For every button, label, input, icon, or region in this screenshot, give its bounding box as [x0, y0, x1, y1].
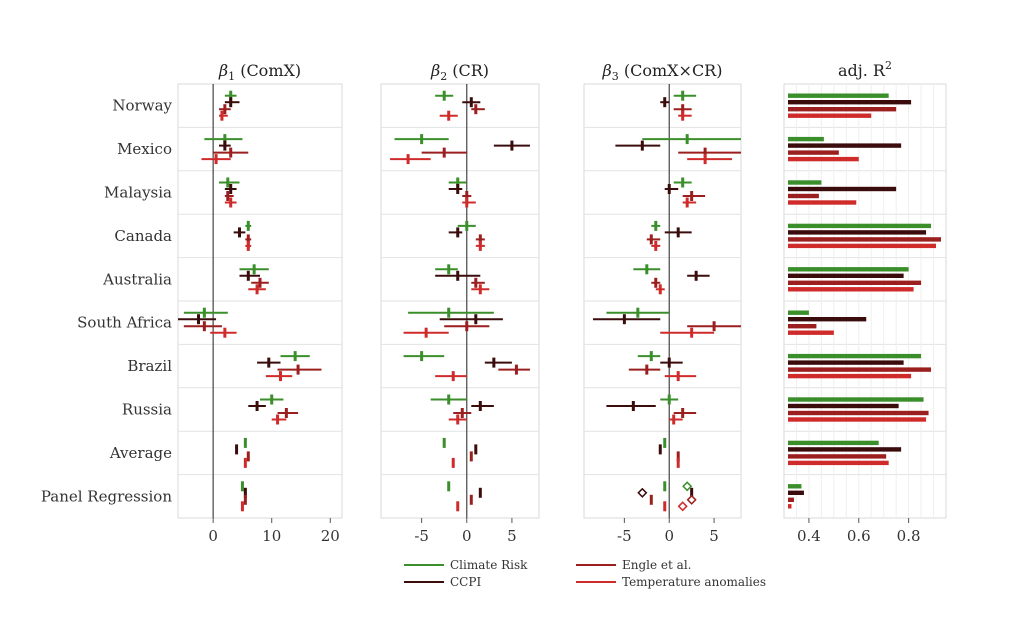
bar-climate [788, 484, 802, 489]
bar-temp [788, 504, 792, 509]
legend-label-climate: Climate Risk [450, 558, 528, 572]
row-label: Average [109, 444, 172, 462]
bar-temp [788, 417, 927, 422]
bar-engle [788, 237, 942, 242]
x-tick-label: 5 [507, 527, 517, 545]
bar-climate [788, 136, 824, 142]
x-tick-label: 20 [321, 527, 340, 545]
bar-engle [788, 107, 897, 112]
bar-climate [788, 353, 922, 359]
bar-engle [788, 150, 839, 155]
bar-temp [788, 287, 914, 292]
diamond-marker [682, 481, 693, 492]
bar-engle [788, 410, 929, 416]
bar-engle [788, 193, 819, 199]
bar-ccpi [788, 100, 912, 105]
panel-r2: adj. R2 0.4 0.6 0.8 [783, 59, 947, 545]
bar-climate [788, 397, 924, 402]
bar-ccpi [788, 317, 867, 322]
legend-label-engle: Engle et al. [622, 558, 691, 572]
bar-ccpi [788, 230, 927, 235]
bar-climate [788, 180, 822, 185]
bar-ccpi [788, 143, 902, 148]
bar-engle [788, 280, 922, 285]
x-tick-label: 0.6 [847, 527, 871, 545]
diamond-marker [677, 501, 688, 512]
panel-title: β1 (ComX) [218, 61, 301, 83]
bar-ccpi [788, 403, 899, 409]
bar-climate [788, 440, 879, 446]
x-tick-label: -5 [414, 527, 429, 545]
row-label: Norway [112, 97, 172, 115]
bar-engle [788, 454, 887, 459]
bar-temp [788, 156, 859, 162]
bar-ccpi [788, 447, 902, 452]
x-tick-label: 0.4 [797, 527, 821, 545]
bar-climate [788, 223, 932, 229]
diamond-marker [686, 494, 697, 505]
legend-label-ccpi: CCPI [450, 575, 481, 589]
panel-b3: β3 (ComX×CR) -5 0 5 [583, 61, 742, 545]
x-tick-label: 5 [709, 527, 719, 545]
x-tick-label: 0 [664, 527, 674, 545]
x-tick-label: -5 [617, 527, 632, 545]
panel-title: adj. R2 [838, 59, 892, 80]
bar-temp [788, 330, 834, 335]
row-label: Canada [114, 227, 172, 245]
bar-climate [788, 267, 909, 272]
bar-temp [788, 373, 912, 379]
panel-title: β2 (CR) [430, 61, 489, 83]
x-tick-label: 0.8 [897, 527, 921, 545]
row-label: South Africa [77, 314, 172, 332]
row-label: Mexico [117, 140, 172, 158]
legend: Climate Risk CCPI Engle et al. Temperature … [404, 558, 766, 589]
bar-temp [788, 460, 889, 466]
bar-ccpi [788, 273, 904, 278]
x-tick-label: 10 [262, 527, 281, 545]
bar-climate [788, 310, 809, 315]
row-label: Malaysia [104, 184, 172, 202]
panel-b2: β2 (CR) -5 0 5 [380, 61, 540, 545]
row-label: Australia [102, 270, 172, 288]
bar-climate [788, 93, 889, 98]
bar-engle [788, 324, 817, 329]
row-label: Russia [122, 401, 172, 419]
row-label: Brazil [127, 357, 172, 375]
panel-title: β3 (ComX×CR) [602, 61, 723, 83]
bar-ccpi [788, 490, 804, 495]
bar-temp [788, 200, 857, 205]
bar-temp [788, 243, 937, 249]
bar-ccpi [788, 360, 904, 365]
x-tick-label: 0 [462, 527, 472, 545]
legend-label-temp: Temperature anomalies [622, 575, 766, 589]
bar-engle [788, 367, 932, 372]
bar-temp [788, 113, 872, 118]
row-label: Panel Regression [41, 487, 173, 505]
bar-ccpi [788, 186, 897, 192]
bar-engle [788, 497, 794, 502]
x-tick-label: 0 [208, 527, 218, 545]
panel-b1: β1 (ComX) 0 10 20 [177, 61, 343, 545]
diamond-marker [637, 487, 648, 498]
